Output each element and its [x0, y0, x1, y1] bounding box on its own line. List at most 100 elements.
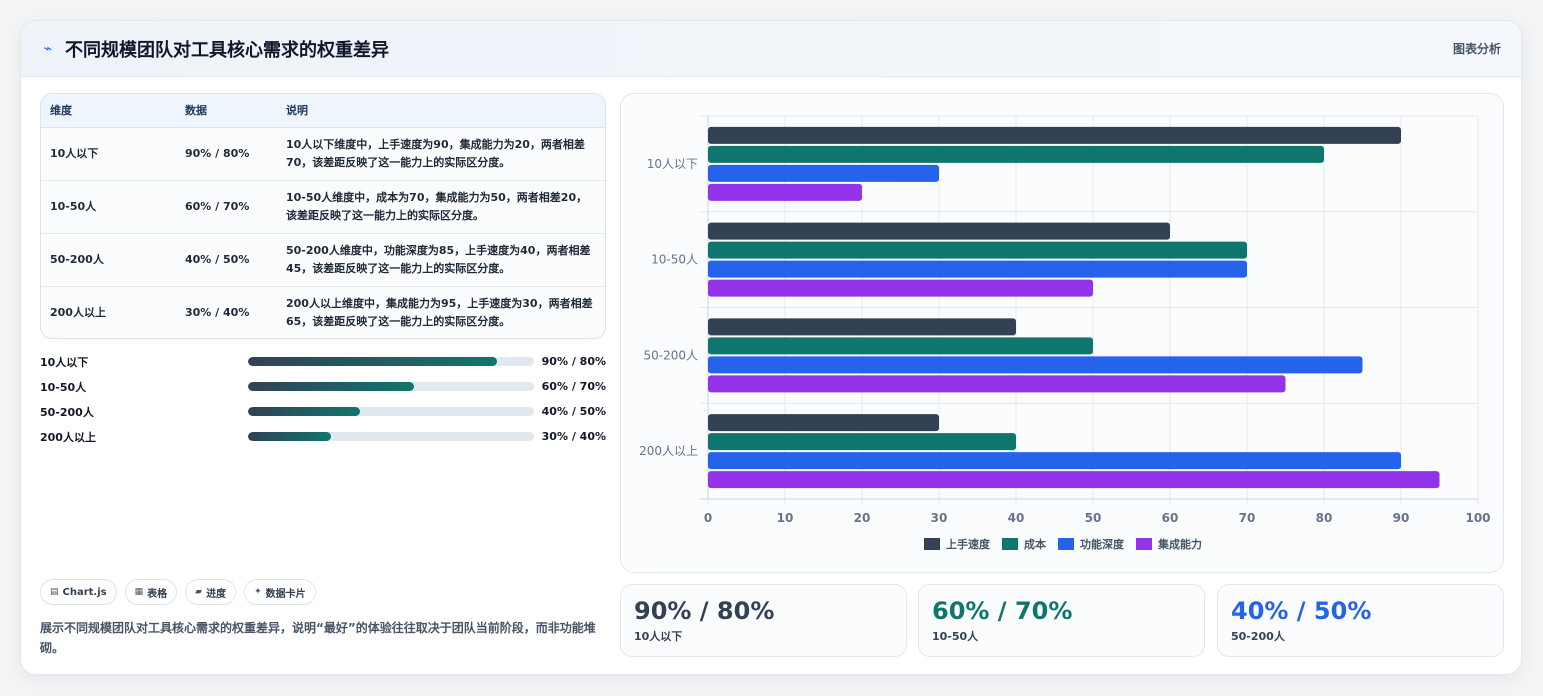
progress-row: 10人以下 90% / 80% [40, 349, 606, 374]
cell-description: 10-50人维度中，成本为70，集成能力为50，两者相差20，该差距反映了这一能… [277, 179, 605, 233]
y-tick-label: 50-200人 [643, 348, 698, 362]
bar-2 [708, 337, 1093, 355]
chart-icon: ▤ [50, 587, 59, 597]
progress-list: 10人以下 90% / 80% 10-50人 60% / 70% 50-200人… [40, 349, 606, 449]
progress-track [248, 407, 534, 416]
legend-label: 上手速度 [946, 538, 990, 551]
bar-2 [708, 145, 1324, 163]
summary-text: 展示不同规模团队对工具核心需求的权重差异，说明“最好”的体验往往取决于团队当前阶… [40, 621, 596, 655]
legend-swatch [1058, 538, 1074, 550]
y-tick-label: 10-50人 [651, 253, 698, 267]
bar-4 [708, 471, 1440, 489]
progress-value: 40% / 50% [541, 405, 606, 418]
chart-panel: 0 10 20 30 40 50 60 70 80 90 100 10人以下 10-50人 50-200人… [620, 93, 1504, 573]
bar-3 [708, 356, 1363, 374]
progress-label: 10-50人 [40, 380, 87, 394]
progress-track [248, 357, 534, 366]
x-tick-label: 30 [931, 511, 948, 525]
bar-4 [708, 279, 1093, 297]
bar-chart: 0 10 20 30 40 50 60 70 80 90 100 10人以下 10-50人 50-200人… [639, 115, 1491, 525]
sparkline-icon: ⌁ [43, 40, 53, 57]
title-wrap: ⌁ 不同规模团队对工具核心需求的权重差异 [41, 36, 389, 62]
legend-swatch [1002, 538, 1018, 550]
bar-3 [708, 164, 939, 182]
legend-item[interactable]: 上手速度 [924, 536, 990, 552]
legend-swatch [1136, 538, 1152, 550]
bar-1 [708, 126, 1401, 144]
cell-dimension: 50-200人 [41, 232, 176, 286]
progress-icon: ▰ [195, 587, 203, 597]
legend-item[interactable]: 集成能力 [1136, 536, 1202, 552]
bar-4 [708, 375, 1286, 393]
progress-label: 50-200人 [40, 405, 94, 419]
pill-label: 进度 [206, 588, 227, 600]
bar-1 [708, 414, 939, 432]
x-tick-label: 20 [854, 511, 871, 525]
progress-label: 10人以下 [40, 355, 89, 369]
cell-data: 90% / 80% [185, 146, 250, 160]
stat-value: 60% / 70% [932, 597, 1073, 625]
header-dimension: 维度 [41, 94, 176, 128]
table-row: 10-50人 60% / 70% 10-50人维度中，成本为70，集成能力为50… [41, 179, 605, 233]
stat-card: 40% / 50% 50-200人 [1217, 584, 1504, 657]
cell-description: 50-200人维度中，功能深度为85，上手速度为40，两者相差45，该差距反映了… [277, 232, 605, 286]
table-header-row: 维度 数据 说明 [41, 94, 605, 128]
progress-fill [248, 432, 331, 441]
progress-value: 30% / 40% [541, 430, 606, 443]
progress-value: 90% / 80% [541, 355, 606, 368]
x-tick-label: 10 [777, 511, 794, 525]
data-table: 维度 数据 说明 10人以下 90% / 80% 10人以下维度中，上手速度为9… [40, 93, 606, 339]
progress-fill [248, 382, 414, 391]
pill-label: 表格 [147, 588, 168, 600]
progress-row: 10-50人 60% / 70% [40, 374, 606, 399]
stat-label: 10-50人 [932, 630, 979, 643]
cell-data: 40% / 50% [176, 232, 277, 286]
card-icon: ✦ [254, 587, 262, 597]
cell-dimension: 10人以下 [50, 146, 99, 160]
bar-3 [708, 452, 1401, 470]
legend-swatch [924, 538, 940, 550]
bar-3 [708, 260, 1247, 278]
cell-description: 200人以上维度中，集成能力为95，上手速度为30，两者相差65，该差距反映了这… [277, 285, 605, 338]
stat-label: 50-200人 [1231, 630, 1285, 643]
chart-analysis-link[interactable]: 图表分析 [1452, 42, 1501, 56]
legend-item[interactable]: 成本 [1002, 536, 1046, 552]
cell-data: 60% / 70% [176, 179, 277, 233]
pill-label: Chart.js [62, 586, 107, 598]
header-description: 说明 [277, 94, 605, 128]
table-icon: ▦ [134, 587, 144, 597]
y-tick-label: 10人以下 [647, 157, 698, 171]
progress-track [248, 382, 534, 391]
x-tick-label: 90 [1393, 511, 1410, 525]
cell-data: 30% / 40% [176, 285, 277, 338]
table-row: 200人以上 30% / 40% 200人以上维度中，集成能力为95，上手速度为… [41, 285, 605, 338]
bar-2 [708, 433, 1016, 451]
legend-label: 集成能力 [1158, 538, 1202, 551]
legend-label: 成本 [1024, 538, 1046, 551]
stat-value: 40% / 50% [1231, 597, 1372, 625]
pill-table[interactable]: ▦ 表格 [124, 579, 178, 605]
pill-label: 数据卡片 [265, 588, 306, 600]
pill-chartjs[interactable]: ▤ Chart.js [40, 579, 117, 605]
progress-row: 200人以上 30% / 40% [40, 424, 606, 449]
table-row: 50-200人 40% / 50% 50-200人维度中，功能深度为85，上手速… [41, 232, 605, 286]
x-tick-label: 60 [1162, 511, 1179, 525]
pill-data-card[interactable]: ✦ 数据卡片 [244, 579, 316, 605]
progress-value: 60% / 70% [541, 380, 606, 393]
bar-4 [708, 183, 862, 201]
progress-row: 50-200人 40% / 50% [40, 399, 606, 424]
x-tick-label: 0 [704, 511, 712, 525]
tag-pills: ▤ Chart.js ▦ 表格 ▰ 进度 ✦ 数据卡片 [40, 579, 316, 605]
stat-value: 90% / 80% [634, 597, 775, 625]
pill-progress[interactable]: ▰ 进度 [185, 579, 237, 605]
x-tick-label: 40 [1008, 511, 1025, 525]
stat-card: 60% / 70% 10-50人 [918, 584, 1205, 657]
page-title: 不同规模团队对工具核心需求的权重差异 [65, 39, 389, 61]
x-tick-label: 100 [1465, 511, 1490, 525]
x-tick-label: 50 [1085, 511, 1102, 525]
header-data: 数据 [176, 94, 277, 128]
main-card: ⌁ 不同规模团队对工具核心需求的权重差异 图表分析 维度 数据 说明 10人以下… [20, 20, 1522, 675]
legend-label: 功能深度 [1080, 538, 1124, 551]
legend-item[interactable]: 功能深度 [1058, 536, 1124, 552]
bar-1 [708, 222, 1170, 240]
